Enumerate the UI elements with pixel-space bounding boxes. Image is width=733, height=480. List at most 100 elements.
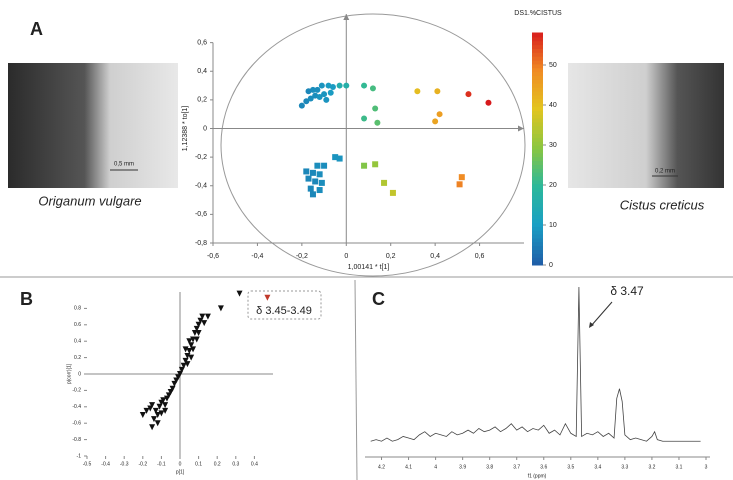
point	[318, 82, 325, 89]
colorbar-cell	[532, 75, 543, 80]
y-tick-label: 0,2	[197, 97, 207, 104]
colorbar-cell	[532, 179, 543, 185]
y-tick-label: 0,6	[197, 39, 207, 46]
x-tick-label: 0.2	[214, 461, 221, 467]
colorbar-tick-label: 10	[549, 222, 557, 229]
point	[309, 191, 316, 198]
point	[305, 88, 312, 95]
point	[177, 371, 183, 377]
colorbar-cell	[532, 194, 543, 200]
y-tick-label: 0,4	[197, 68, 207, 75]
point	[458, 174, 465, 181]
colorbar-cell	[532, 260, 543, 266]
y-tick-label: -0.2	[72, 388, 81, 394]
colorbar-cell	[532, 140, 543, 146]
point	[150, 416, 157, 423]
annotation: δ 3.47	[610, 284, 644, 298]
colorbar-cell	[532, 171, 543, 177]
point	[343, 82, 350, 89]
scale-label: 0,5 mm	[114, 162, 134, 168]
point	[361, 162, 368, 169]
point	[182, 357, 189, 364]
colorbar-cell	[532, 98, 543, 104]
x-tick-label: 3.7	[513, 464, 520, 470]
annotation-arrowhead	[589, 322, 594, 328]
x-tick-label: -0,4	[251, 253, 263, 260]
x-tick-label: 0.3	[232, 461, 239, 467]
colorbar-tick-label: 40	[549, 102, 557, 109]
colorbar-cell	[532, 241, 543, 247]
x-tick-label: 3.6	[540, 464, 547, 470]
colorbar-cell	[532, 55, 543, 61]
colorbar-cell	[532, 71, 543, 77]
x-tick-label: -0.4	[101, 461, 110, 467]
x-tick-label: -0.2	[138, 461, 147, 467]
x-tick-label: -0.5	[83, 461, 92, 467]
point	[361, 115, 368, 122]
colorbar-cell	[532, 252, 543, 258]
point	[369, 85, 376, 92]
annotation: δ 3.45-3.49	[256, 305, 312, 317]
colorbar-title: DS1.%CISTUS	[514, 10, 562, 17]
panel-label: B	[20, 289, 33, 309]
colorbar-cell	[532, 32, 543, 38]
point	[298, 102, 305, 109]
colorbar-cell	[532, 206, 543, 212]
point	[485, 99, 492, 106]
x-tick-label: 0	[344, 253, 348, 260]
colorbar-cell	[532, 191, 543, 196]
scale-label: 0,2 mm	[655, 169, 675, 175]
colorbar-cell	[532, 152, 543, 158]
point	[152, 407, 159, 414]
point	[361, 82, 368, 89]
point	[307, 95, 314, 102]
colorbar-cell	[532, 256, 543, 262]
point	[190, 346, 197, 353]
x-tick-label: 3	[705, 464, 708, 470]
colorbar-cell	[532, 249, 543, 254]
colorbar-cell	[532, 86, 543, 92]
spectrum	[370, 286, 701, 442]
point	[389, 189, 396, 196]
point	[372, 105, 379, 112]
point	[158, 410, 165, 417]
colorbar-tick-label: 30	[549, 142, 557, 149]
point	[332, 154, 339, 161]
colorbar-cell	[532, 218, 543, 223]
y-tick-label: -0,6	[195, 211, 207, 218]
colorbar-tick-label: 0	[549, 262, 553, 269]
colorbar-cell	[532, 44, 543, 49]
colorbar-cell	[532, 160, 543, 165]
point	[314, 162, 321, 169]
x-tick-label: 0	[179, 461, 182, 467]
annotation-box	[247, 290, 322, 320]
y-axis-label: p(corr)[1]	[66, 363, 72, 384]
colorbar-cell	[532, 187, 543, 193]
x-tick-label: 0.4	[251, 461, 258, 467]
y-tick-label: -0.6	[72, 421, 81, 427]
point	[180, 362, 187, 369]
colorbar-cell	[532, 102, 543, 107]
colorbar-tick-label: 50	[549, 62, 557, 69]
point	[321, 162, 328, 169]
x-tick-label: 4	[434, 464, 437, 470]
point	[160, 397, 167, 404]
colorbar-cell	[532, 148, 543, 154]
point	[456, 181, 463, 188]
colorbar-cell	[532, 90, 543, 96]
point	[169, 385, 176, 392]
colorbar-cell	[532, 163, 543, 169]
colorbar-cell	[532, 78, 543, 84]
point	[182, 346, 189, 353]
point	[193, 336, 200, 343]
point	[336, 155, 343, 162]
colorbar-cell	[532, 225, 543, 231]
point	[188, 354, 195, 361]
x-tick-label: 3.3	[621, 464, 628, 470]
point	[204, 313, 211, 320]
colorbar-cell	[532, 156, 543, 162]
separator	[354, 279, 358, 480]
colorbar-cell	[532, 82, 543, 88]
y-tick-label: 0.6	[74, 322, 81, 328]
confidence-ellipse	[220, 13, 526, 277]
